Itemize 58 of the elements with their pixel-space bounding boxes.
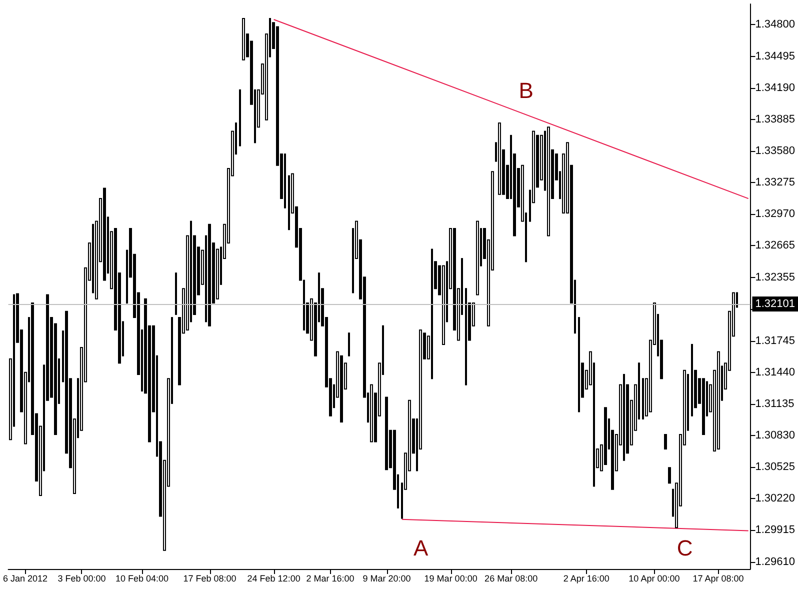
candlestick (642, 378, 644, 420)
y-tick-label: 1.33275 (755, 176, 796, 189)
x-tick-label: 2 Mar 16:00 (306, 574, 354, 584)
x-tick-label: 10 Apr 00:00 (628, 574, 680, 584)
candlestick (476, 220, 479, 296)
y-tick-label: 1.33885 (755, 113, 796, 126)
candlestick (623, 374, 625, 461)
y-tick-label: 1.32970 (755, 208, 796, 220)
x-tick-label: 6 Jan 2012 (2, 574, 48, 584)
candlestick (175, 272, 177, 315)
y-tick-label: 1.31135 (755, 398, 794, 410)
x-tick-label: 26 Mar 08:00 (484, 574, 538, 584)
candlestick (498, 122, 501, 195)
candlestick (664, 434, 667, 450)
x-tick-label: 17 Feb 08:00 (183, 574, 236, 584)
y-tick-label: 1.34800 (755, 18, 796, 31)
y-tick-label: 1.34190 (755, 82, 796, 94)
x-tick-label: 19 Mar 00:00 (424, 574, 478, 584)
y-tick-label: 1.31745 (755, 334, 796, 347)
candlestick (547, 126, 550, 236)
y-tick-label: 1.30830 (755, 430, 796, 442)
y-tick-label: 1.34495 (755, 50, 796, 62)
y-tick-label: 1.30525 (755, 461, 796, 474)
y-tick-label: 1.29915 (755, 524, 796, 536)
candlestick (348, 332, 350, 356)
candlestick (385, 396, 388, 470)
y-tick-label: 1.30220 (755, 492, 796, 505)
candlestick (103, 188, 106, 281)
x-tick-label: 10 Feb 04:00 (115, 574, 168, 584)
y-tick-label: 1.29610 (755, 556, 796, 568)
candlestick (578, 317, 580, 412)
y-tick-label: 1.32355 (755, 272, 796, 284)
x-tick-label: 3 Feb 00:00 (58, 574, 106, 584)
x-tick-label: 2 Apr 16:00 (563, 574, 610, 584)
candlestick (431, 248, 433, 380)
candlestick (284, 154, 286, 208)
annotation: B (518, 78, 534, 104)
candlestick (370, 384, 373, 442)
y-tick-label: 1.31440 (755, 366, 796, 378)
annotation: A (414, 536, 429, 561)
candlestick (340, 355, 343, 423)
x-tick-label: 9 Mar 20:00 (362, 574, 411, 584)
candlestick (208, 224, 211, 326)
y-tick-label: 1.32665 (755, 240, 796, 252)
x-tick-label: 24 Feb 12:00 (247, 574, 300, 584)
annotation: C (676, 536, 693, 561)
x-tick-label: 17 Apr 08:00 (692, 574, 744, 584)
candlestick (691, 344, 693, 416)
candlestick (288, 175, 290, 230)
candlestick (442, 265, 445, 345)
y-tick-label: 1.33580 (755, 144, 796, 157)
candlestick (465, 288, 467, 386)
ref-line-label: 1.32101 (755, 298, 796, 310)
candlestick (717, 351, 720, 450)
candlestick (242, 18, 245, 60)
candlestick (239, 89, 241, 146)
candlestick (668, 467, 671, 484)
candlestick (702, 378, 705, 435)
